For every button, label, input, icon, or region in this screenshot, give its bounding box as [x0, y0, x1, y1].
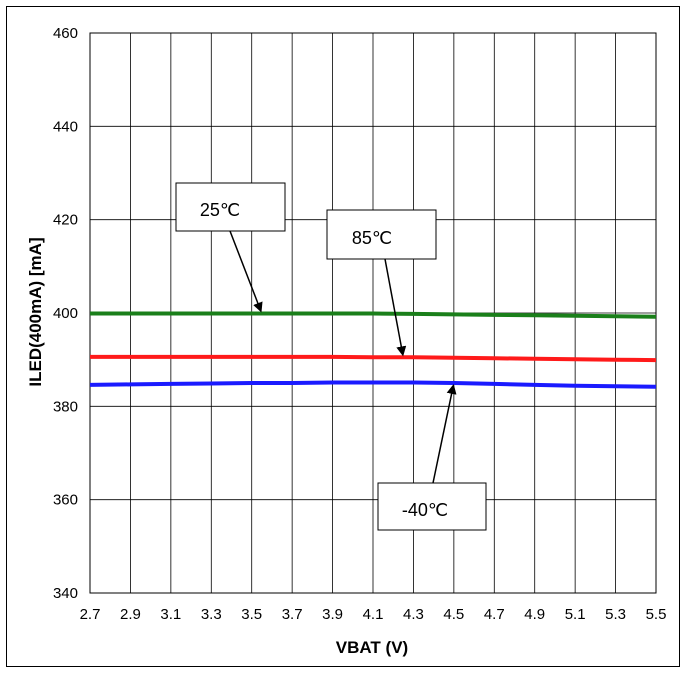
x-tick-label: 4.9	[524, 606, 545, 623]
x-tick-label: 3.5	[241, 606, 262, 623]
y-tick-label: 460	[53, 25, 78, 42]
x-tick-label: 3.3	[201, 606, 222, 623]
y-tick-label: 380	[53, 398, 78, 415]
x-tick-label: 3.9	[322, 606, 343, 623]
x-tick-label: 4.1	[363, 606, 384, 623]
x-tick-label: 2.9	[120, 606, 141, 623]
callout-label: 25℃	[200, 200, 240, 220]
callout-arrow	[229, 230, 263, 313]
series-line-0	[90, 311, 657, 319]
x-tick-label: 4.7	[484, 606, 505, 623]
callout-label: -40℃	[402, 500, 448, 520]
series-group	[89, 311, 657, 389]
y-tick-label: 440	[53, 118, 78, 135]
annotations: 25℃ 85℃ -40℃	[175, 182, 487, 531]
callout-box	[377, 482, 487, 531]
series-line-2	[89, 380, 657, 389]
series-line-1	[90, 354, 657, 363]
callout-arrow	[432, 383, 457, 484]
y-axis-title: ILED(400mA) [mA]	[26, 237, 45, 386]
chart-frame	[6, 6, 680, 667]
x-tick-label: 2.7	[80, 606, 101, 623]
callout-arrow	[384, 258, 407, 357]
callout-box	[175, 182, 286, 232]
x-tick-label: 3.7	[282, 606, 303, 623]
y-tick-label: 420	[53, 212, 78, 229]
tick-labels: 2.7 2.9 3.1 3.3 3.5 3.7 3.9 4.1 4.3 4.5 4.7 4.9 5.1 5…	[53, 25, 666, 623]
x-tick-label: 5.1	[565, 606, 586, 623]
y-tick-label: 360	[53, 492, 78, 509]
x-tick-label: 5.5	[646, 606, 667, 623]
callout-label: 85℃	[352, 228, 392, 248]
x-tick-label: 4.5	[443, 606, 464, 623]
y-tick-label: 340	[53, 585, 78, 602]
x-tick-label: 5.3	[605, 606, 626, 623]
y-tick-label: 400	[53, 305, 78, 322]
x-tick-label: 3.1	[160, 606, 181, 623]
x-axis-title: VBAT (V)	[336, 638, 408, 657]
x-tick-label: 4.3	[403, 606, 424, 623]
callout-box	[326, 209, 437, 260]
